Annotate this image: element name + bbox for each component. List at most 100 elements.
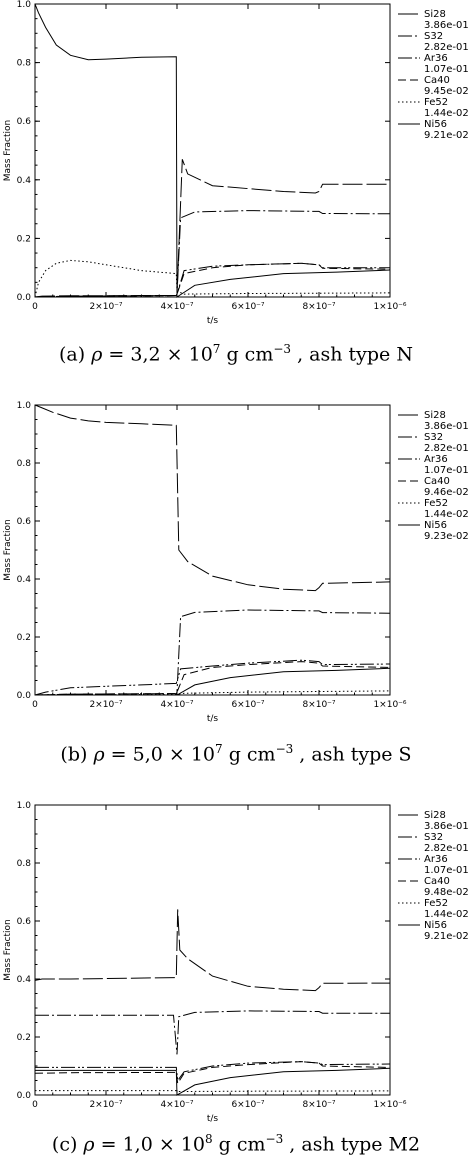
series-line-si28 [34, 404, 391, 592]
series-line-ni56 [35, 1067, 391, 1096]
chart-panel-b: 0 2×10⁻⁷ 4×10⁻⁷ 6×10⁻⁷ 8×10⁻⁷ 1×10⁻⁶ 0.0 0.2 0.4… [0, 392, 472, 782]
y-tick-label: 1.0 [17, 401, 32, 411]
legend-name-si28: Si28 [424, 9, 446, 20]
x-tick-label: 8×10⁻⁷ [302, 302, 335, 312]
legend-value-ca40: 9.45e-02 [424, 86, 469, 97]
series-line-ni56 [34, 3, 391, 298]
series-line-ca40 [34, 262, 391, 298]
y-tick-label: 0.2 [17, 633, 31, 643]
caption-b: (b) ρ = 5,0 × 107 g cm−3 , ash type S [60, 742, 412, 766]
legend-value-ni56: 9.23e-02 [424, 531, 469, 542]
legend-value-s32: 2.82e-01 [424, 443, 469, 454]
x-axis-label: t/s [207, 316, 219, 326]
y-tick-label: 0.2 [17, 234, 31, 244]
x-tick-label: 6×10⁻⁷ [231, 700, 264, 710]
legend-name-si28: Si28 [424, 410, 446, 421]
y-axis-label: Mass Fraction [3, 919, 13, 980]
x-tick-label: 4×10⁻⁷ [160, 700, 193, 710]
legend-value-s32: 2.82e-01 [424, 42, 469, 53]
legend-name-si28: Si28 [424, 810, 446, 821]
legend-name-ar36: Ar36 [424, 53, 448, 64]
y-tick-label: 0.6 [17, 117, 32, 127]
plot-frame [34, 804, 391, 1096]
legend-name-ca40: Ca40 [424, 476, 450, 487]
y-axis-label: Mass Fraction [3, 519, 13, 580]
y-tick-label: 0.8 [17, 859, 32, 869]
y-tick-label: 0.8 [17, 59, 32, 69]
series-line-s32 [34, 609, 391, 696]
legend-value-ar36: 1.07e-01 [424, 865, 469, 876]
legend-name-s32: S32 [424, 432, 443, 443]
legend-name-ni56: Ni56 [424, 119, 447, 130]
x-tick-label: 8×10⁻⁷ [302, 700, 335, 710]
legend-name-ca40: Ca40 [424, 876, 450, 887]
series-line-fe52 [34, 690, 391, 696]
y-tick-label: 0.6 [17, 517, 32, 527]
legend-value-ca40: 9.46e-02 [424, 487, 469, 498]
y-tick-label: 0.6 [17, 917, 32, 927]
series-line-ar36 [34, 659, 391, 696]
x-tick-label: 1×10⁻⁶ [373, 700, 406, 710]
y-tick-label: 0.0 [17, 293, 32, 303]
legend-value-fe52: 1.44e-02 [424, 909, 469, 920]
y-tick-label: 0.2 [17, 1033, 31, 1043]
x-tick-label: 0 [32, 1100, 38, 1110]
y-tick-label: 1.0 [17, 0, 32, 10]
series-line-ca40 [34, 1061, 391, 1085]
chart-panel-a: 0 2×10⁻⁷ 4×10⁻⁷ 6×10⁻⁷ 8×10⁻⁷ 1×10⁻⁶ 0.0 0.2 0.4… [0, 0, 472, 385]
x-tick-label: 2×10⁻⁷ [89, 1100, 122, 1110]
x-tick-label: 1×10⁻⁶ [373, 1100, 406, 1110]
y-tick-label: 0.0 [17, 691, 32, 701]
legend-name-s32: S32 [424, 31, 443, 42]
legend-name-s32: S32 [424, 832, 443, 843]
legend-value-ar36: 1.07e-01 [424, 64, 469, 75]
x-tick-label: 2×10⁻⁷ [89, 302, 122, 312]
y-tick-label: 0.0 [17, 1091, 32, 1101]
legend-value-s32: 2.82e-01 [424, 843, 469, 854]
series-line-ca40 [34, 661, 391, 696]
y-axis-label: Mass Fraction [3, 120, 13, 181]
x-tick-label: 0 [32, 302, 38, 312]
legend-value-si28: 3.86e-01 [424, 421, 469, 432]
y-tick-label: 0.8 [17, 459, 32, 469]
legend-value-si28: 3.86e-01 [424, 821, 469, 832]
plot-frame [34, 404, 391, 696]
legend-name-fe52: Fe52 [424, 498, 448, 509]
y-tick-label: 0.4 [17, 575, 32, 585]
legend-name-fe52: Fe52 [424, 898, 448, 909]
legend-name-ni56: Ni56 [424, 520, 447, 531]
legend-value-si28: 3.86e-01 [424, 20, 469, 31]
series-line-ar36 [35, 1061, 391, 1082]
legend-name-ar36: Ar36 [424, 854, 448, 865]
series-line-s32 [34, 210, 391, 298]
y-tick-label: 0.4 [17, 176, 32, 186]
x-tick-label: 4×10⁻⁷ [160, 302, 193, 312]
caption-c: (c) ρ = 1,0 × 108 g cm−3 , ash type M2 [51, 1132, 421, 1156]
legend-value-fe52: 1.44e-02 [424, 509, 469, 520]
legend-value-fe52: 1.44e-02 [424, 108, 469, 119]
legend-value-ni56: 9.21e-02 [424, 130, 469, 141]
y-tick-label: 0.4 [17, 975, 32, 985]
series-line-ni56 [35, 667, 391, 696]
x-tick-label: 4×10⁻⁷ [160, 1100, 193, 1110]
caption-a: (a) ρ = 3,2 × 107 g cm−3 , ash type N [59, 342, 413, 366]
legend-name-ni56: Ni56 [424, 920, 447, 931]
x-axis-label: t/s [207, 1114, 219, 1124]
chart-c: 0 2×10⁻⁷ 4×10⁻⁷ 6×10⁻⁷ 8×10⁻⁷ 1×10⁻⁶ 0.0 0.2 0.4… [3, 801, 469, 1124]
series-line-s32 [35, 1010, 390, 1055]
plot-frame [34, 3, 391, 298]
x-tick-label: 6×10⁻⁷ [231, 1100, 264, 1110]
legend-value-ni56: 9.21e-02 [424, 931, 469, 942]
series-line-fe52 [34, 259, 391, 298]
series-line-fe52 [35, 1090, 391, 1093]
x-tick-label: 0 [32, 700, 38, 710]
series-line-si28 [34, 909, 391, 992]
legend-name-ca40: Ca40 [424, 75, 450, 86]
legend-value-ca40: 9.48e-02 [424, 887, 469, 898]
legend-name-ar36: Ar36 [424, 454, 448, 465]
legend-name-fe52: Fe52 [424, 97, 448, 108]
y-tick-label: 1.0 [17, 801, 32, 811]
chart-a: 0 2×10⁻⁷ 4×10⁻⁷ 6×10⁻⁷ 8×10⁻⁷ 1×10⁻⁶ 0.0 0.2 0.4… [3, 0, 469, 326]
x-tick-label: 2×10⁻⁷ [89, 700, 122, 710]
x-tick-label: 8×10⁻⁷ [302, 1100, 335, 1110]
